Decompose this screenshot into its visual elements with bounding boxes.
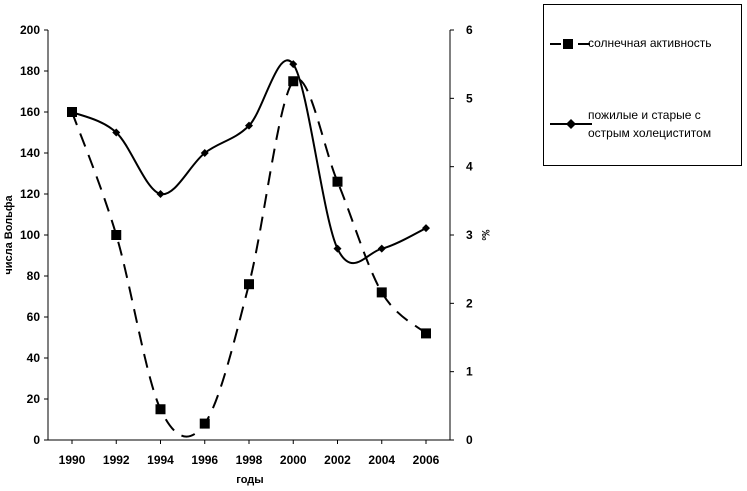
legend-label-solar: солнечная активность	[588, 36, 712, 50]
left-tick-label: 160	[20, 105, 40, 119]
solar-point	[421, 328, 431, 339]
x-tick-label: 1990	[59, 453, 86, 467]
legend: солнечная активность пожилые и старые с …	[543, 4, 742, 166]
solar-point	[332, 176, 343, 187]
solar-point	[288, 76, 299, 87]
series-layer	[71, 59, 427, 438]
patients-point	[377, 244, 386, 253]
series-line-2	[71, 59, 427, 265]
right-axis-ticks: 0 1 2 3 4 5 6	[450, 23, 473, 447]
x-tick-label: 1992	[103, 453, 130, 467]
x-axis-title: годы	[236, 474, 263, 486]
right-tick-label: 1	[466, 365, 473, 379]
legend-swatch-patients	[550, 119, 592, 129]
legend-label-patients-line2: острым холециститом	[588, 126, 712, 140]
x-axis-ticks: 1990 1992 1994 1996 1998 2000 2002 2004 2006	[59, 440, 440, 467]
x-tick-label: 2000	[280, 453, 307, 467]
solar-point	[244, 279, 254, 290]
right-tick-label: 4	[466, 160, 473, 174]
right-tick-label: 3	[466, 228, 473, 242]
patients-point	[245, 121, 253, 130]
patients-point	[289, 60, 298, 69]
solar-point	[111, 230, 122, 240]
patients-point	[422, 224, 430, 233]
patients-point	[156, 190, 165, 198]
left-tick-label: 80	[27, 269, 41, 283]
left-tick-label: 100	[20, 228, 40, 242]
series-line-1	[71, 78, 427, 438]
right-tick-label: 0	[466, 433, 473, 447]
left-tick-label: 180	[20, 64, 40, 78]
patients-point	[68, 108, 76, 116]
left-tick-label: 20	[27, 392, 41, 406]
left-tick-label: 40	[27, 351, 41, 365]
y-axis-title-right: ‰	[479, 230, 491, 241]
left-axis-ticks: 0 20 40 60 80 100 120 140 160 180 200	[20, 23, 48, 447]
solar-point	[199, 418, 210, 429]
solar-point	[376, 287, 387, 298]
legend-label-patients-line1: пожилые и старые с	[588, 108, 701, 122]
x-tick-label: 2002	[324, 453, 351, 467]
right-tick-label: 6	[466, 23, 473, 37]
y-axis-title-left: числа Вольфа	[3, 194, 15, 274]
left-tick-label: 120	[20, 187, 40, 201]
patients-point	[112, 128, 121, 137]
markers-layer	[67, 60, 431, 429]
x-tick-label: 1996	[191, 453, 218, 467]
x-tick-label: 1998	[236, 453, 263, 467]
x-tick-label: 2004	[368, 453, 395, 467]
left-tick-label: 0	[33, 433, 40, 447]
x-tick-label: 2006	[413, 453, 440, 467]
left-tick-label: 200	[20, 23, 40, 37]
right-tick-label: 5	[466, 91, 473, 105]
left-tick-label: 140	[20, 146, 40, 160]
x-tick-label: 1994	[147, 453, 174, 467]
patients-point	[333, 244, 342, 253]
legend-swatch-solar	[550, 39, 590, 49]
right-tick-label: 2	[466, 296, 473, 310]
left-tick-label: 60	[27, 310, 41, 324]
solar-point	[155, 404, 166, 415]
patients-point	[200, 149, 209, 157]
